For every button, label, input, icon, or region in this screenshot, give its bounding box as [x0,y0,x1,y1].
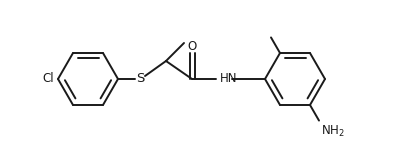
Text: NH$_2$: NH$_2$ [321,124,345,139]
Text: O: O [187,40,197,52]
Text: HN: HN [220,73,238,85]
Text: S: S [136,73,144,85]
Text: Cl: Cl [42,73,54,85]
